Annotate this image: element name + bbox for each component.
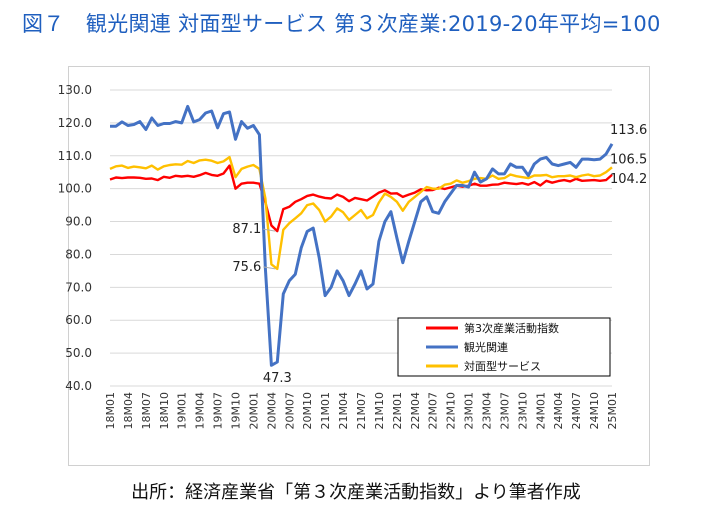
x-tick-label: 18M07 [140,392,153,430]
x-tick-label: 23M04 [481,392,494,430]
chart-frame [68,66,650,466]
y-tick-label: 40.0 [65,379,92,393]
x-tick-label: 20M10 [301,392,314,430]
y-tick-label: 130.0 [58,83,92,97]
x-tick-label: 21M04 [337,392,350,430]
grid-layer [110,89,612,387]
data-label: 106.5 [610,152,647,167]
x-tick-label: 20M01 [247,392,260,430]
y-tick-label: 50.0 [65,346,92,360]
y-tick-layer: 130.0 120.0 110.0 100.0 90.0 80.0 70.0 60.0 50.0… [58,83,92,393]
y-tick-label: 110.0 [58,149,92,163]
x-tick-label: 24M07 [570,392,583,430]
legend-label: 第3次産業活動指数 [464,321,559,335]
x-tick-label: 21M10 [373,392,386,430]
annotation-leader [263,228,276,232]
x-tick-label: 24M04 [552,392,565,430]
x-tick-label: 21M07 [355,392,368,430]
x-tick-label: 19M01 [176,392,189,430]
x-tick-label: 19M10 [230,392,243,430]
y-tick-label: 60.0 [65,313,92,327]
series-layer [109,104,614,367]
x-tick-label: 24M10 [588,392,601,430]
x-tick-label: 18M10 [158,392,171,430]
legend-label: 対面型サービス [464,359,541,373]
data-label: 75.6 [232,260,261,275]
x-tick-label: 19M04 [194,392,207,430]
x-tick-label: 23M01 [463,392,476,430]
x-tick-label: 20M07 [283,392,296,430]
x-tick-label: 23M10 [516,392,529,430]
x-tick-label: 19M07 [212,392,225,430]
x-tick-label: 24M01 [534,392,547,430]
data-label: 47.3 [263,371,292,386]
chart-title: 図７ 観光関連 対面型サービス 第３次産業:2019-20年平均=100 [22,12,661,36]
series-line-tertiary-industry [109,164,613,233]
annotation-leader [263,266,276,270]
series-line-tourism [110,104,614,367]
x-tick-layer: 18M01 18M04 18M07 18M10 19M01 19M04 19M07 19M10… [104,392,619,430]
data-label: 113.6 [610,123,647,138]
series-line-face-to-face [109,155,613,271]
y-tick-label: 80.0 [65,247,92,261]
y-tick-label: 100.0 [58,182,92,196]
x-tick-label: 25M01 [606,392,619,430]
x-tick-label: 21M01 [319,392,332,430]
x-tick-label: 20M04 [265,392,278,430]
x-tick-label: 18M04 [122,392,135,430]
x-tick-label: 22M04 [409,392,422,430]
y-tick-label: 90.0 [65,215,92,229]
data-label: 87.1 [232,222,261,237]
x-tick-label: 22M07 [427,392,440,430]
data-label: 104.2 [610,172,647,187]
x-tick-label: 22M01 [391,392,404,430]
x-tick-label: 22M10 [445,392,458,430]
y-tick-label: 120.0 [58,116,92,130]
x-tick-label: 18M01 [104,392,117,430]
source-note: 出所：経済産業省「第３次産業活動指数」より筆者作成 [131,482,581,503]
legend-label: 観光関連 [464,340,508,354]
x-tick-label: 23M07 [498,392,511,430]
y-tick-label: 70.0 [65,280,92,294]
annotation-layer: 113.6 106.5 104.2 87.1 75.6 47.3 [232,123,647,386]
